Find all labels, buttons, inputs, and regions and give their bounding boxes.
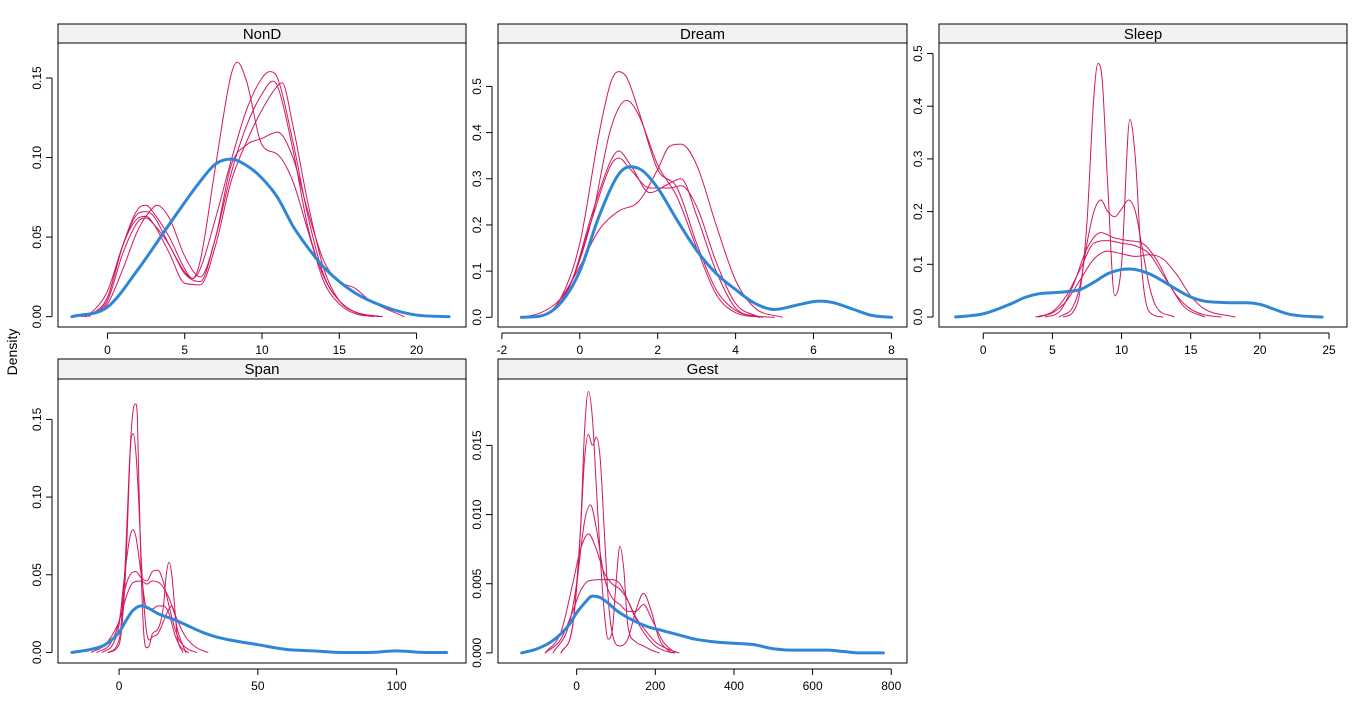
panel-sleep: Sleep 0.0 0.1 0.2 0.3 0.4 0.5 0 5 10 15 20 25 <box>911 23 1348 357</box>
curves-dream <box>519 71 893 319</box>
x-tick-label-nond: 10 <box>255 343 269 357</box>
imputed-density-line-gest <box>560 433 672 654</box>
strip-label-dream: Dream <box>680 26 725 43</box>
x-tick-label-sleep: 0 <box>980 343 987 357</box>
y-tick-label-sleep: 0.0 <box>911 308 925 325</box>
y-tick-label-dream: 0.5 <box>470 78 484 95</box>
x-tick-label-nond: 5 <box>181 343 188 357</box>
y-tick-label-sleep: 0.2 <box>911 203 925 220</box>
x-tick-label-sleep: 5 <box>1049 343 1056 357</box>
plot-frame-span <box>57 378 467 664</box>
strip-label-gest: Gest <box>687 361 720 378</box>
imputed-density-line-gest <box>552 504 676 654</box>
x-tick-label-dream: 2 <box>654 343 661 357</box>
strip-label-sleep: Sleep <box>1124 26 1162 43</box>
imputed-density-line-span <box>101 529 189 653</box>
x-tick-label-gest: 800 <box>881 679 901 693</box>
curves-sleep <box>954 63 1324 319</box>
imputed-density-line-dream <box>520 71 776 318</box>
observed-density-line-span <box>70 604 449 654</box>
panel-gest: Gest 0.000 0.005 0.010 0.015 0 200 400 600 800 <box>470 358 908 693</box>
x-tick-label-nond: 0 <box>104 343 111 357</box>
y-tick-label-gest: 0.005 <box>470 568 484 598</box>
x-tick-label-gest: 600 <box>803 679 823 693</box>
y-tick-label-sleep: 0.4 <box>911 98 925 115</box>
curves-gest <box>520 390 885 655</box>
y-tick-label-dream: 0.3 <box>470 170 484 187</box>
imputed-density-line-span <box>96 569 198 653</box>
x-tick-label-dream: -2 <box>497 343 508 357</box>
x-tick-label-span: 50 <box>251 679 265 693</box>
y-tick-label-nond: 0.00 <box>30 305 44 329</box>
imputed-density-line-gest <box>560 390 660 654</box>
y-tick-label-gest: 0.000 <box>470 638 484 668</box>
x-tick-label-nond: 20 <box>410 343 424 357</box>
panel-nond: NonD 0.00 0.05 0.10 0.15 0 5 10 15 20 <box>30 23 467 357</box>
x-tick-label-dream: 4 <box>732 343 739 357</box>
y-tick-label-sleep: 0.5 <box>911 45 925 62</box>
y-axis-title: Density <box>4 329 20 376</box>
plot-frame-dream <box>497 42 908 328</box>
strip-label-nond: NonD <box>243 26 282 43</box>
imputed-density-line-gest <box>544 533 680 654</box>
panel-span: Span 0.00 0.05 0.10 0.15 0 50 100 <box>30 358 467 693</box>
observed-density-line-gest <box>520 594 885 655</box>
imputed-density-line-sleep <box>1035 240 1222 318</box>
imputed-density-line-dream <box>520 143 783 318</box>
x-tick-label-gest: 200 <box>645 679 665 693</box>
y-tick-label-gest: 0.010 <box>470 499 484 529</box>
x-tick-label-sleep: 10 <box>1115 343 1129 357</box>
imputed-density-line-sleep <box>1058 199 1175 318</box>
observed-density-line-nond <box>70 157 451 319</box>
imputed-density-line-span <box>90 580 209 653</box>
y-tick-label-nond: 0.10 <box>30 146 44 170</box>
x-tick-label-dream: 0 <box>576 343 583 357</box>
imputed-density-line-nond <box>80 71 379 318</box>
observed-density-line-dream <box>519 165 893 319</box>
curves-nond <box>70 61 451 319</box>
y-tick-label-gest: 0.015 <box>470 430 484 460</box>
x-tick-label-sleep: 20 <box>1253 343 1267 357</box>
x-tick-label-gest: 0 <box>573 679 580 693</box>
y-tick-label-dream: 0.0 <box>470 309 484 326</box>
imputed-density-line-nond <box>85 131 405 318</box>
strip-label-span: Span <box>244 361 279 378</box>
y-tick-label-span: 0.10 <box>30 485 44 509</box>
x-tick-label-span: 0 <box>116 679 123 693</box>
x-tick-label-gest: 400 <box>724 679 744 693</box>
y-tick-label-dream: 0.4 <box>470 124 484 141</box>
x-tick-label-sleep: 15 <box>1184 343 1198 357</box>
curves-span <box>70 403 449 654</box>
y-tick-label-dream: 0.1 <box>470 262 484 279</box>
y-tick-label-span: 0.00 <box>30 640 44 664</box>
y-tick-label-span: 0.15 <box>30 407 44 431</box>
x-tick-label-nond: 15 <box>333 343 347 357</box>
x-tick-label-dream: 8 <box>888 343 895 357</box>
imputed-density-line-sleep <box>1044 232 1206 318</box>
plot-frame-sleep <box>938 42 1348 328</box>
imputed-density-line-sleep <box>1038 250 1236 318</box>
y-tick-label-nond: 0.05 <box>30 225 44 249</box>
y-tick-label-span: 0.05 <box>30 563 44 587</box>
imputed-density-line-gest <box>544 579 676 654</box>
plot-frame-nond <box>57 42 467 328</box>
x-tick-label-sleep: 25 <box>1322 343 1336 357</box>
imputed-density-line-nond <box>88 82 384 318</box>
imputed-density-line-nond <box>76 61 374 318</box>
imputed-density-line-dream <box>532 157 760 318</box>
y-tick-label-nond: 0.15 <box>30 66 44 90</box>
x-tick-label-span: 100 <box>387 679 407 693</box>
y-tick-label-dream: 0.2 <box>470 216 484 233</box>
x-tick-label-dream: 6 <box>810 343 817 357</box>
y-tick-label-sleep: 0.1 <box>911 256 925 273</box>
plot-frame-gest <box>497 378 908 664</box>
y-tick-label-sleep: 0.3 <box>911 150 925 167</box>
panel-dream: Dream 0.0 0.1 0.2 0.3 0.4 0.5 -2 0 2 4 6 8 <box>470 23 908 357</box>
observed-density-line-sleep <box>954 267 1324 319</box>
